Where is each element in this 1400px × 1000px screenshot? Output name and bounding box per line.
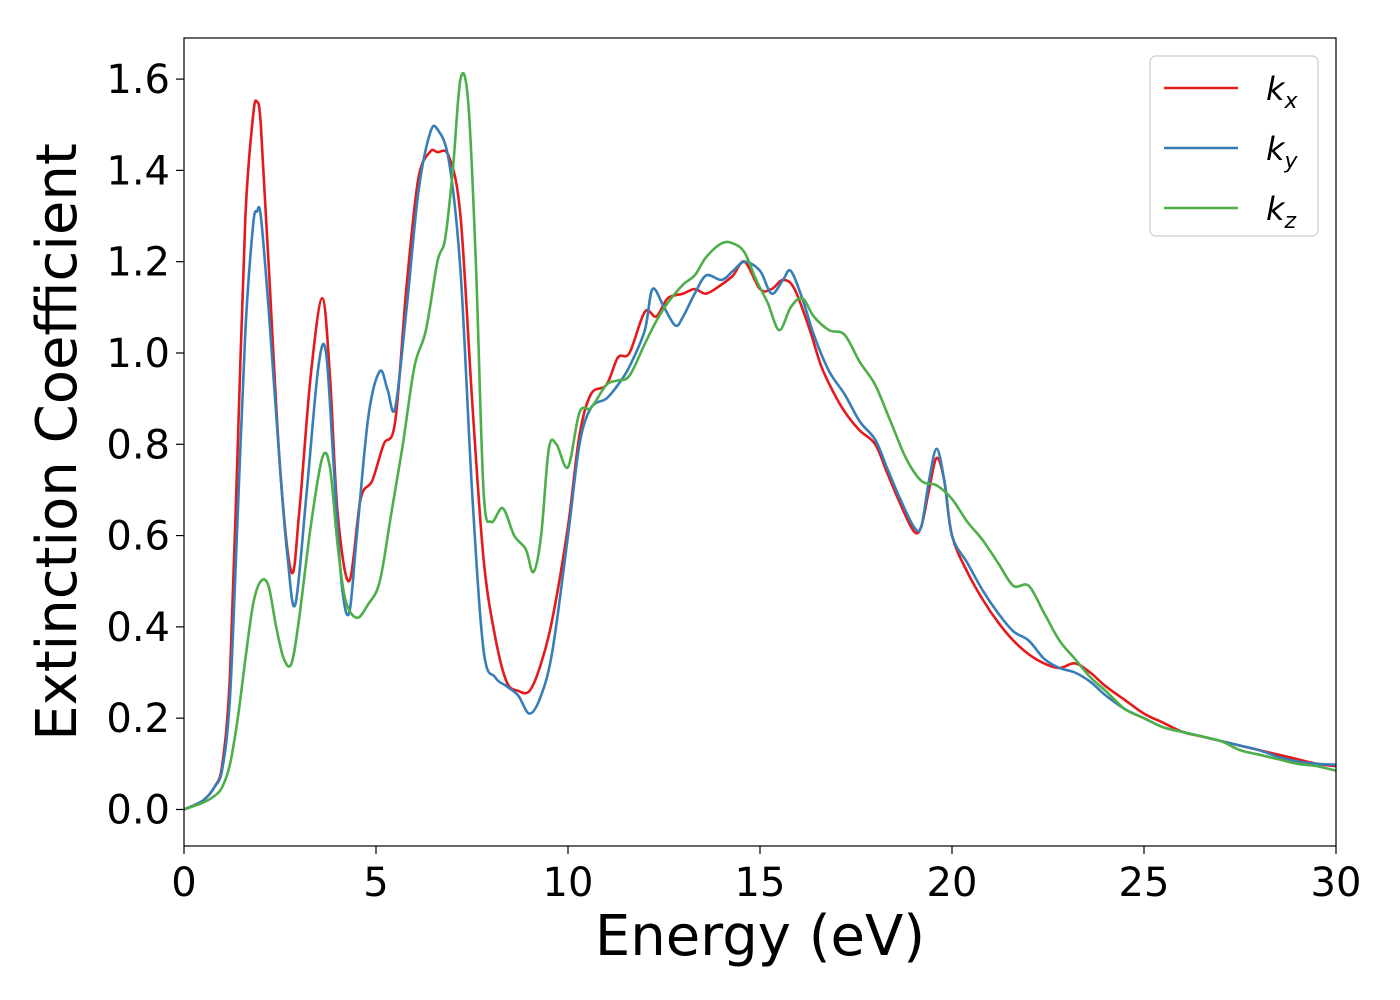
- legend-label-subscript: y: [1284, 149, 1299, 174]
- legend-box: [1149, 55, 1319, 237]
- x-tick-label: 10: [543, 860, 594, 906]
- legend-label-main: k: [1266, 130, 1286, 168]
- y-tick-label: 1.0: [106, 331, 170, 377]
- y-tick-label: 0.6: [106, 514, 170, 560]
- legend-label-subscript: z: [1284, 209, 1297, 234]
- y-tick-label: 1.2: [106, 240, 170, 286]
- plot-area: [184, 71, 1336, 811]
- x-axis-label: Energy (eV): [595, 904, 925, 969]
- x-tick-label: 15: [735, 860, 786, 906]
- series-line-kx: [184, 99, 1336, 811]
- y-tick-label: 1.6: [106, 57, 170, 103]
- y-tick-label: 0.0: [106, 787, 170, 833]
- x-tick-label: 5: [363, 860, 388, 906]
- legend-label-ky: ky: [1266, 130, 1299, 174]
- legend-label-main: k: [1266, 190, 1286, 228]
- y-axis-ticks: 0.0 0.2 0.4 0.6 0.8 1.0 1.2 1.4 1.6: [106, 57, 184, 833]
- y-tick-label: 0.8: [106, 422, 170, 468]
- legend-label-kx: kx: [1266, 70, 1299, 114]
- x-tick-label: 30: [1311, 860, 1362, 906]
- x-tick-label: 20: [927, 860, 978, 906]
- x-tick-label: 25: [1119, 860, 1170, 906]
- y-tick-label: 0.2: [106, 696, 170, 742]
- series-line-ky: [184, 124, 1336, 811]
- x-axis-ticks: 0 5 10 15 20 25 30: [171, 846, 1361, 906]
- y-axis-label: Extinction Coefficient: [25, 143, 90, 741]
- y-tick-label: 1.4: [106, 148, 170, 194]
- series-line-kz: [184, 71, 1336, 811]
- legend-label-subscript: x: [1284, 89, 1299, 114]
- legend-label-main: k: [1266, 70, 1286, 108]
- x-tick-label: 0: [171, 860, 196, 906]
- legend-label-kz: kz: [1266, 190, 1297, 234]
- y-tick-label: 0.4: [106, 605, 170, 651]
